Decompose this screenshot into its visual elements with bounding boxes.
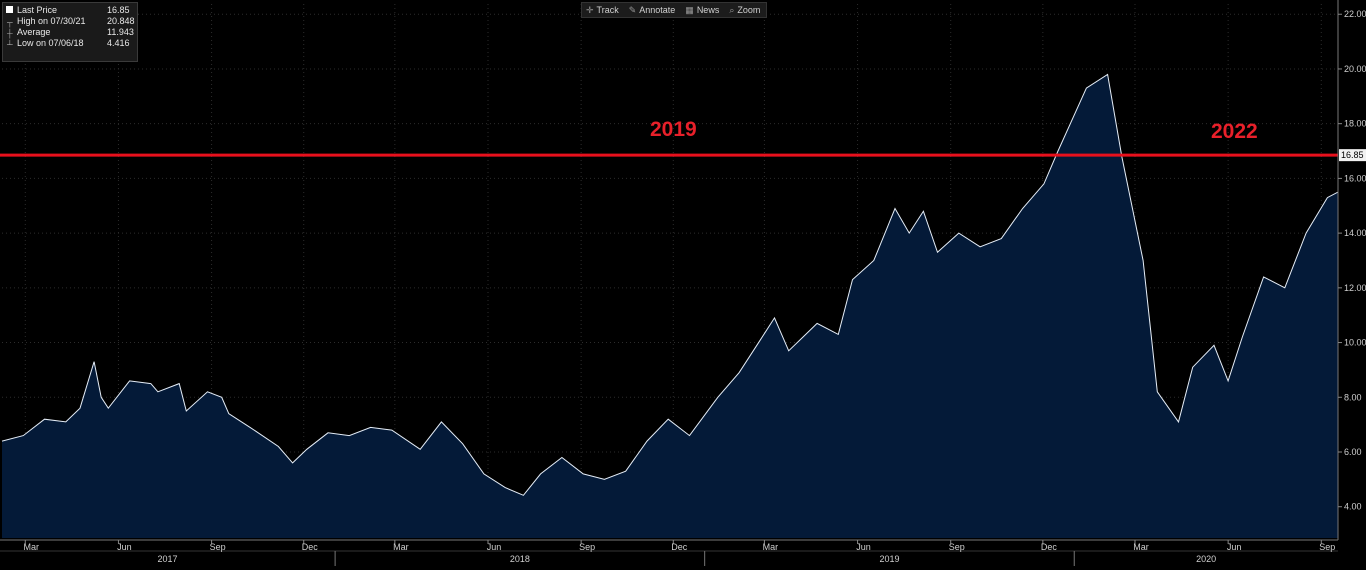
high-label: High on 07/30/21	[17, 16, 86, 26]
last-price-label: Last Price	[17, 5, 58, 15]
x-month-label: Mar	[1133, 542, 1149, 552]
annotation-right: 2022	[1211, 120, 1258, 143]
zoom-button[interactable]: ⌕ Zoom	[725, 3, 766, 17]
x-month-label: Dec	[671, 542, 688, 552]
x-month-label: Mar	[24, 542, 40, 552]
chart-toolbar: ✛ Track ✎ Annotate ▦ News ⌕ Zoom	[581, 2, 768, 18]
x-month-label: Jun	[487, 542, 502, 552]
x-month-label: Mar	[763, 542, 779, 552]
x-month-label: Mar	[393, 542, 409, 552]
y-tick-label: 6.00	[1344, 447, 1362, 457]
track-label: Track	[596, 4, 619, 15]
x-month-label: Jun	[856, 542, 871, 552]
x-month-label: Sep	[579, 542, 595, 552]
y-tick-label: 20.00	[1344, 64, 1366, 74]
average-marker-icon: ┼	[7, 29, 13, 38]
low-value: 4.416	[107, 38, 130, 48]
x-year-label: 2017	[158, 554, 178, 564]
x-month-label: Dec	[1041, 542, 1058, 552]
track-button[interactable]: ✛ Track	[582, 3, 625, 17]
average-value: 11.943	[107, 27, 134, 37]
y-tick-label: 12.00	[1344, 283, 1366, 293]
magnifier-icon: ⌕	[729, 4, 735, 15]
y-tick-label: 16.00	[1344, 173, 1366, 183]
news-label: News	[696, 4, 720, 15]
annotate-button[interactable]: ✎ Annotate	[625, 3, 682, 17]
y-tick-label: 14.00	[1344, 228, 1366, 238]
x-month-label: Dec	[302, 542, 319, 552]
price-line	[1, 73, 1366, 496]
low-marker-icon: ┴	[7, 40, 13, 49]
legend-box: Last Price 16.85 ┬ High on 07/30/21 20.8…	[2, 2, 138, 62]
pencil-icon: ✎	[628, 4, 637, 15]
last-price-swatch	[6, 6, 13, 13]
y-tick-label: 22.00	[1344, 9, 1366, 19]
y-tick-label: 4.00	[1344, 502, 1362, 512]
last-price-tag	[1339, 149, 1366, 162]
x-axis: Mar Jun Sep Dec Mar Jun Sep Dec Mar Jun Sep Dec Mar J…	[0, 539, 1366, 570]
news-button[interactable]: ▦ News	[681, 3, 725, 17]
annotation-left: 2019	[650, 118, 697, 141]
zoom-label: Zoom	[737, 4, 761, 15]
price-area	[2, 74, 1366, 538]
y-tick-label: 8.00	[1344, 392, 1362, 402]
y-axis: 4.00 6.00 8.00 10.00 12.00 14.00 16.00 18.00 20.…	[1337, 0, 1366, 570]
x-month-label: Sep	[1319, 542, 1335, 552]
x-year-label: 2020	[1196, 554, 1216, 564]
x-month-label: Sep	[210, 542, 226, 552]
x-month-label: Jun	[117, 542, 132, 552]
news-icon: ▦	[685, 4, 694, 15]
x-month-label: Sep	[949, 542, 965, 552]
annotate-label: Annotate	[639, 4, 676, 15]
x-year-label: 2019	[879, 554, 899, 564]
high-marker-icon: ┬	[7, 18, 13, 27]
last-price-tag-label: 16.85	[1341, 150, 1364, 160]
last-price-value: 16.85	[107, 5, 130, 15]
low-label: Low on 07/06/18	[17, 38, 84, 48]
x-month-label: Jun	[1227, 542, 1242, 552]
y-tick-label: 10.00	[1344, 338, 1366, 348]
x-year-label: 2018	[510, 554, 530, 564]
average-label: Average	[17, 27, 51, 37]
crosshair-icon: ✛	[586, 4, 594, 15]
high-value: 20.848	[107, 16, 135, 26]
y-tick-label: 18.00	[1344, 119, 1366, 129]
